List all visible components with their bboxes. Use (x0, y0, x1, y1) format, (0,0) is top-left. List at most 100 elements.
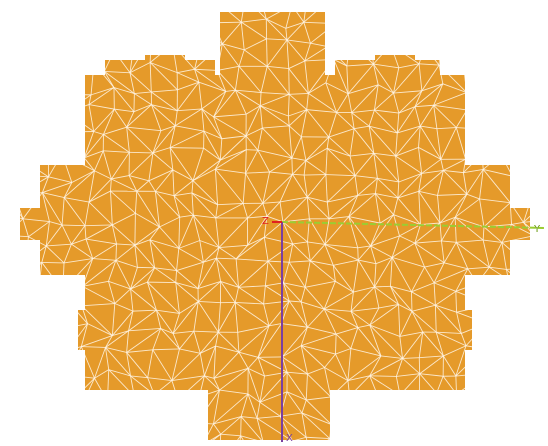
mesh-edge (70, 423, 84, 438)
mesh-edge (529, 290, 548, 304)
mesh-edge (17, 441, 21, 446)
mesh-edge (415, 22, 447, 26)
mesh-edge (21, 441, 49, 446)
mesh-edge (6, 261, 26, 267)
mesh-edge (358, 439, 372, 444)
mesh-edge (422, 0, 440, 5)
mesh-edge (43, 43, 47, 64)
mesh-edge (391, 45, 425, 47)
mesh-edge (544, 135, 548, 159)
mesh-edge (177, 5, 204, 27)
mesh-edge (24, 2, 47, 7)
mesh-edge (5, 396, 6, 418)
mesh-edge (6, 268, 23, 282)
mesh-edge (506, 269, 529, 289)
mesh-edge (257, 442, 263, 446)
mesh-edge (18, 15, 43, 48)
mesh-edge (500, 301, 507, 334)
mesh-edge (134, 396, 148, 412)
mesh-edge (45, 327, 68, 351)
mesh-edge (480, 389, 502, 414)
mesh-edge (350, 396, 379, 397)
mesh-edge (17, 329, 29, 356)
mesh-edge (21, 7, 24, 28)
mesh-edge (501, 37, 526, 49)
mesh-edge (544, 131, 548, 135)
mesh-edge (490, 49, 501, 72)
mesh-edge (68, 347, 82, 376)
mesh-edge (246, 150, 258, 151)
mesh-edge (544, 114, 548, 135)
mesh-edge (345, 0, 372, 24)
mesh-edge (69, 303, 82, 306)
mesh-edge (437, 393, 457, 394)
mesh-edge (345, 0, 347, 24)
mesh-edge (534, 415, 544, 437)
mesh-edge (151, 22, 158, 37)
mesh-edge (158, 22, 176, 27)
mesh-edge (391, 439, 393, 446)
mesh-edge (5, 396, 17, 419)
mesh-edge (415, 412, 443, 422)
mesh-edge (70, 435, 83, 438)
mesh-edge (131, 0, 155, 18)
mesh-edge (84, 392, 88, 423)
mesh-edge (531, 257, 548, 267)
mesh-edge (15, 175, 20, 196)
mesh-edge (0, 134, 7, 149)
mesh-edge (149, 412, 178, 439)
mesh-edge (531, 236, 534, 268)
mesh-edge (523, 438, 530, 446)
mesh-edge (37, 397, 72, 401)
mesh-edge (400, 395, 415, 422)
mesh-edge (61, 5, 90, 6)
mesh-edge (370, 21, 376, 42)
mesh-edge (331, 396, 350, 397)
mesh-edge (15, 397, 49, 419)
mesh-edge (172, 423, 177, 440)
y-label: Y (533, 224, 541, 235)
mesh-edge (6, 157, 17, 176)
mesh-edge (6, 176, 15, 196)
mesh-edge (133, 22, 158, 49)
mesh-edge (330, 439, 358, 446)
mesh-edge (170, 439, 178, 446)
mesh-edge (0, 149, 18, 157)
mesh-edge (17, 356, 47, 358)
mesh-edge (466, 0, 486, 27)
mesh-edge (466, 129, 479, 159)
mesh-edge (48, 130, 68, 132)
mesh-edge (129, 434, 159, 443)
mesh-edge (486, 373, 489, 396)
mesh-edge (490, 65, 508, 72)
mesh-edge (458, 23, 487, 27)
mesh-edge (39, 290, 70, 303)
mesh-edge (507, 25, 522, 28)
mesh-edge (88, 392, 108, 401)
mesh-edge (447, 22, 458, 23)
mesh-edge (0, 48, 18, 49)
mesh-edge (372, 0, 376, 21)
mesh-edge (292, 0, 307, 5)
mesh-edge (466, 0, 484, 5)
mesh-edge (534, 236, 548, 247)
mesh-edge (172, 397, 199, 423)
mesh-edge (84, 420, 110, 423)
mesh-edge (7, 81, 21, 86)
mesh-edge (17, 419, 50, 420)
mesh-edge (69, 417, 70, 438)
mesh-edge (543, 401, 548, 424)
mesh-edge (0, 309, 28, 328)
mesh-edge (544, 436, 548, 437)
mesh-edge (267, 39, 268, 67)
mesh-edge (486, 373, 504, 380)
mesh-edge (203, 0, 214, 5)
mesh-edge (107, 0, 113, 19)
mesh-edge (21, 419, 49, 440)
mesh-edge (0, 61, 7, 82)
mesh-edge (15, 397, 37, 398)
mesh-edge (439, 49, 440, 66)
mesh-edge (532, 179, 548, 180)
mesh-edge (62, 225, 85, 226)
mesh-edge (480, 414, 504, 420)
